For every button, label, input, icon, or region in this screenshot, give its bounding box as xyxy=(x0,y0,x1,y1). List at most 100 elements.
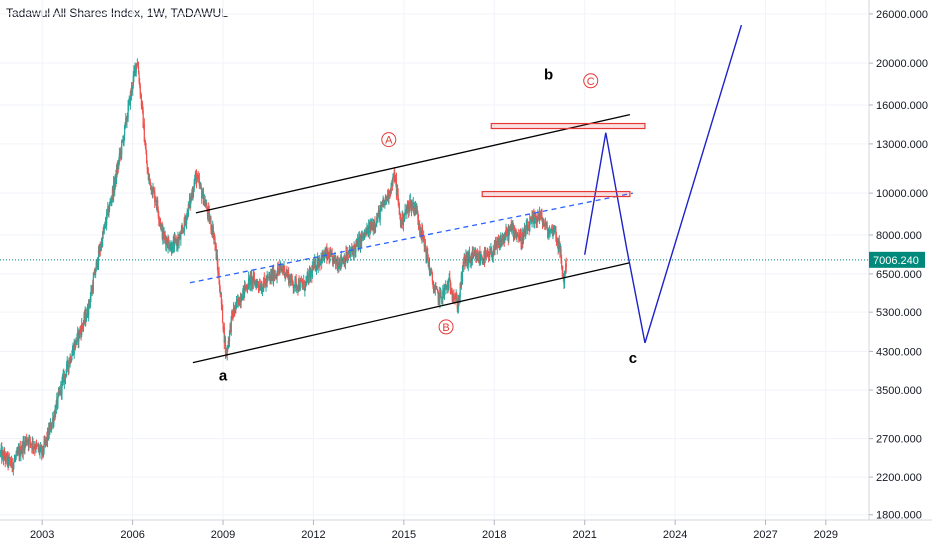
candle-body xyxy=(304,289,306,291)
candle-body xyxy=(484,252,486,263)
candle xyxy=(249,270,251,292)
candle-body xyxy=(505,229,507,238)
candle xyxy=(358,232,360,251)
wave-label-circled: A xyxy=(381,132,397,148)
candle-body xyxy=(68,363,70,370)
candle-body xyxy=(124,122,126,126)
candle-body xyxy=(231,311,233,317)
candle xyxy=(481,254,483,261)
candle-body xyxy=(201,196,203,199)
candle-body xyxy=(397,189,399,195)
candle-body xyxy=(219,283,221,292)
candle xyxy=(555,231,558,247)
candle-body xyxy=(146,153,148,164)
candle-body xyxy=(181,228,184,231)
candle-body xyxy=(227,340,229,349)
candle-body xyxy=(534,216,537,220)
candle-body xyxy=(546,222,548,231)
candle-body xyxy=(482,259,484,263)
time-axis[interactable]: 2003 2006 2009 2012 2015 2018 2021 2024 2027 2029 xyxy=(30,520,838,541)
candle-body xyxy=(403,217,405,222)
candle-body xyxy=(184,217,186,222)
candle-body xyxy=(241,299,243,301)
candle-body xyxy=(39,449,41,453)
candle xyxy=(479,245,481,264)
wave-label: b xyxy=(544,67,553,84)
candle-body xyxy=(173,238,176,249)
candle xyxy=(272,264,275,287)
candle-body xyxy=(561,260,563,268)
candle xyxy=(461,265,464,285)
candle-body xyxy=(171,252,173,254)
last-price-tag xyxy=(869,251,925,268)
candle-body xyxy=(15,456,17,459)
candle-body xyxy=(541,217,544,225)
candle-body xyxy=(42,446,44,453)
candle-body xyxy=(406,205,409,210)
candle xyxy=(144,137,146,146)
candle xyxy=(217,258,219,279)
candle xyxy=(286,269,289,278)
candle-body xyxy=(43,441,45,452)
candle xyxy=(117,160,119,175)
candle-body xyxy=(331,252,333,257)
candle-body xyxy=(272,268,275,281)
candle-body xyxy=(410,203,413,210)
wave-label: a xyxy=(219,368,228,385)
candle xyxy=(387,188,389,204)
candle-body xyxy=(13,459,16,462)
candle xyxy=(238,297,240,306)
candle-body xyxy=(282,269,285,271)
candle-body xyxy=(161,224,163,226)
candle-body xyxy=(368,225,370,236)
candle xyxy=(323,249,325,259)
candle-body xyxy=(64,374,66,375)
candle xyxy=(86,303,89,318)
wave-label-circle xyxy=(381,132,397,148)
candle-body xyxy=(130,86,133,95)
candle-body xyxy=(461,265,464,282)
candle xyxy=(124,124,126,141)
candle-body xyxy=(14,458,16,460)
candle-body xyxy=(224,338,227,353)
candle-body xyxy=(93,275,95,278)
candle-body xyxy=(547,233,549,238)
candle-body xyxy=(89,296,92,304)
candle xyxy=(520,229,522,250)
candle xyxy=(108,201,111,213)
resistance-zone xyxy=(481,190,631,198)
candle-body xyxy=(26,441,28,444)
price-axis[interactable]: 26000.000 20000.000 16000.000 13000.000 1000… xyxy=(869,9,928,522)
candle xyxy=(419,220,421,236)
candle xyxy=(489,245,491,262)
candle-body xyxy=(362,232,365,237)
candle-body xyxy=(101,232,104,247)
candle xyxy=(140,93,143,110)
candle-body xyxy=(153,190,155,192)
candle-body xyxy=(9,461,12,465)
candle-body xyxy=(249,274,251,286)
candle-body xyxy=(40,445,42,448)
candle xyxy=(305,276,307,288)
candle xyxy=(409,195,411,213)
candle-body xyxy=(75,341,78,345)
candle xyxy=(537,209,539,223)
candle-body xyxy=(207,208,209,216)
candle xyxy=(508,225,511,236)
candle-body xyxy=(66,363,68,373)
candle xyxy=(205,199,207,209)
resistance-zone xyxy=(490,122,646,130)
candle-body xyxy=(128,102,130,105)
price-tick-label: 8000.000 xyxy=(876,230,922,242)
candle xyxy=(377,205,380,218)
candle-body xyxy=(434,287,436,291)
candle-body xyxy=(304,281,307,290)
candle-body xyxy=(127,104,129,119)
candle-body xyxy=(456,297,458,309)
candle xyxy=(421,224,424,239)
candle-body xyxy=(103,224,105,230)
candle-body xyxy=(315,266,318,270)
candle-body xyxy=(208,208,210,211)
candle xyxy=(221,304,224,324)
